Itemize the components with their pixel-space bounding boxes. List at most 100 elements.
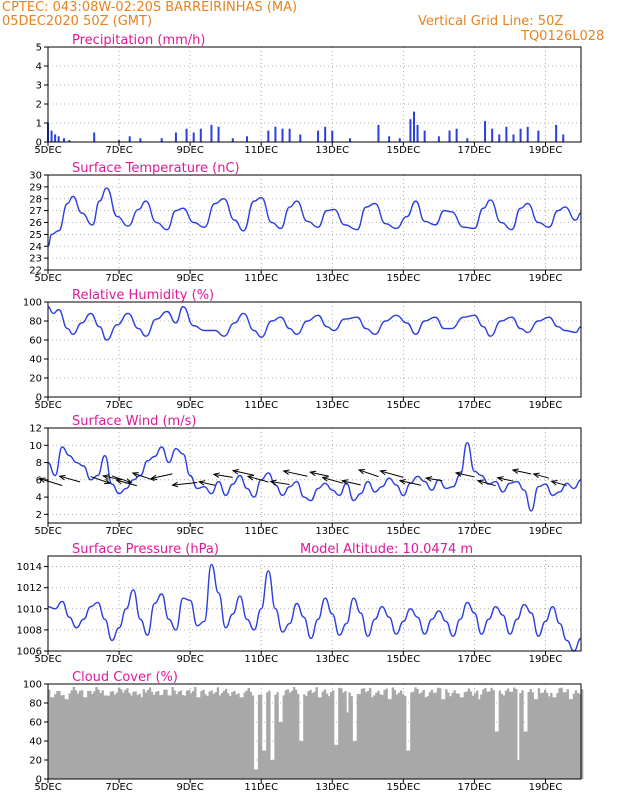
cloud-bar [266, 692, 269, 779]
cloud-bar [331, 690, 335, 779]
cloud-bar [171, 687, 174, 779]
cloud-bar [404, 695, 407, 779]
cloud-bar [132, 691, 135, 779]
cloud-bar [198, 697, 201, 779]
wind-vector [358, 469, 379, 478]
series-line [47, 563, 582, 652]
panel-frame [47, 46, 582, 143]
cloud-bar [181, 694, 185, 779]
wind-vector-head [282, 469, 290, 475]
cloud-bar [325, 693, 329, 779]
cloud-bar [50, 697, 53, 779]
header-model: TQ0126L028 [520, 29, 604, 44]
cloud-bar [511, 691, 514, 779]
panel-title: Precipitation (mm/h) [72, 33, 205, 48]
cloud-bar [146, 690, 150, 779]
cloud-bar [282, 695, 285, 779]
y-tick-label: 0 [36, 393, 42, 404]
panel-frame [47, 427, 582, 524]
x-tick-label: 19DEC [529, 526, 563, 537]
cloud-bar [233, 690, 236, 779]
wind-vector [283, 470, 308, 477]
cloud-bar [224, 688, 228, 779]
cloud-bar [334, 744, 337, 779]
y-tick-label: 20 [29, 374, 42, 385]
header-grid-line: Vertical Grid Line: 50Z [418, 14, 563, 29]
y-tick-label: 80 [29, 317, 42, 328]
wind-vector-head [231, 469, 240, 475]
precip-bar [537, 130, 540, 142]
cloud-bar [459, 697, 462, 779]
x-tick-label: 13DEC [315, 526, 349, 537]
cloud-bar [383, 689, 386, 779]
y-tick-label: 100 [23, 680, 42, 691]
cloud-bar [259, 694, 263, 779]
x-tick-label: 5DEC [34, 654, 61, 665]
precip-bar [455, 128, 458, 142]
y-tick-label: 1014 [17, 562, 42, 573]
x-tick-label: 15DEC [386, 273, 420, 284]
cloud-bar [126, 688, 129, 779]
wind-vector [310, 471, 329, 477]
cloud-bar [445, 689, 448, 779]
cloud-bar [418, 693, 421, 779]
x-tick-label: 19DEC [529, 273, 563, 284]
cloud-bar [395, 694, 399, 779]
cloud-bar [175, 694, 178, 779]
cloud-bar [401, 694, 405, 779]
cloud-bar [476, 690, 479, 779]
cloud-bar [155, 691, 158, 779]
x-tick-label: 13DEC [315, 273, 349, 284]
precip-bar [54, 134, 57, 142]
cloud-bar [537, 688, 541, 779]
x-tick-label: 15DEC [386, 526, 420, 537]
wind-vector [213, 473, 233, 478]
header-run-time: 05DEC2020 50Z (GMT) [2, 14, 152, 29]
wind-vector-head [496, 476, 504, 482]
cloud-bar [150, 691, 154, 779]
cloud-bar [385, 688, 388, 779]
cloud-bar [498, 690, 502, 779]
cloud-bar [220, 692, 224, 779]
precip-bar [349, 138, 352, 142]
cloud-bar [358, 694, 362, 779]
cloud-bar [406, 750, 409, 779]
precip-bar [93, 132, 96, 142]
x-tick-label: 9DEC [176, 145, 203, 156]
x-tick-label: 17DEC [458, 145, 492, 156]
cloud-bar [313, 691, 316, 779]
cloud-bar [492, 690, 495, 779]
cloud-bar [136, 695, 139, 779]
x-tick-label: 11DEC [244, 526, 278, 537]
cloud-bar [517, 760, 520, 779]
x-tick-label: 17DEC [458, 782, 492, 793]
x-tick-label: 11DEC [244, 273, 278, 284]
cloud-bar [274, 694, 277, 779]
cloud-bar [490, 687, 493, 779]
cloud-bar [364, 692, 368, 779]
cloud-bar [58, 690, 61, 779]
panel-title: Relative Humidity (%) [72, 288, 214, 303]
cloud-bar [272, 760, 275, 779]
cloud-bar [576, 693, 580, 779]
cloud-bar [239, 697, 242, 779]
precip-bar [267, 130, 270, 142]
y-tick-label: 3 [36, 81, 42, 92]
panel-frame [47, 555, 582, 652]
x-tick-label: 9DEC [176, 782, 203, 793]
cloud-bar [558, 688, 561, 779]
cloud-bar [408, 750, 411, 779]
cloud-bar [62, 694, 65, 779]
x-tick-label: 5DEC [34, 145, 61, 156]
wind-vector [151, 473, 173, 479]
cloud-bar [227, 693, 230, 779]
wind-vector-head [212, 472, 220, 478]
cloud-bar [134, 691, 137, 779]
cloud-bar [222, 690, 226, 779]
cloud-bar [515, 689, 518, 779]
cloud-bar [513, 687, 516, 779]
cloud-bar [247, 687, 250, 779]
precip-bar [317, 130, 320, 142]
cloud-bar [107, 695, 111, 779]
